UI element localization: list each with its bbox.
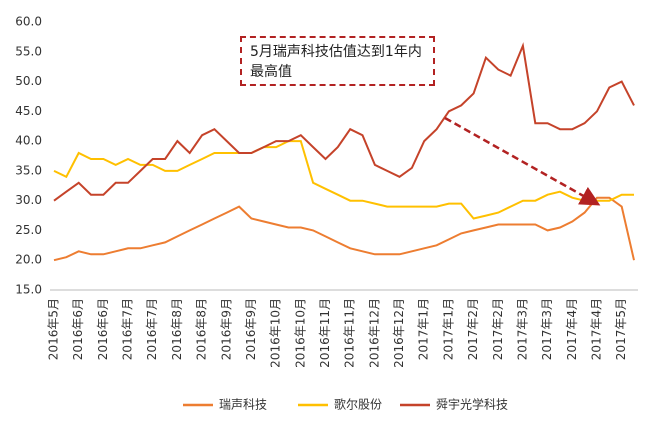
x-tick-label: 2017年5月 <box>614 298 628 360</box>
annotation-arrow <box>444 116 601 206</box>
x-tick-label: 2017年3月 <box>515 298 529 360</box>
y-tick-label: 30.0 <box>15 193 42 207</box>
x-tick-label: 2017年4月 <box>565 298 579 360</box>
x-tick-label: 2016年10月 <box>293 298 307 368</box>
series-line <box>53 42 635 202</box>
x-tick-label: 2017年2月 <box>491 298 505 360</box>
x-tick-label: 2016年8月 <box>170 298 184 360</box>
y-tick-label: 15.0 <box>15 283 42 297</box>
x-tick-label: 2016年9月 <box>244 298 258 360</box>
y-tick-label: 45.0 <box>15 104 42 118</box>
x-tick-label: 2016年8月 <box>195 298 209 360</box>
x-tick-label: 2017年3月 <box>540 298 554 360</box>
x-tick-label: 2016年12月 <box>367 298 381 368</box>
x-tick-label: 2017年2月 <box>466 298 480 360</box>
annotation: 5月瑞声科技估值达到1年内最高值 <box>240 36 435 86</box>
x-tick-label: 2016年10月 <box>269 298 283 368</box>
x-tick-label: 2016年11月 <box>318 298 332 368</box>
x-tick-label: 2016年6月 <box>96 298 110 360</box>
x-tick-label: 2016年11月 <box>343 298 357 368</box>
y-tick-label: 25.0 <box>15 223 42 237</box>
y-tick-label: 55.0 <box>15 44 42 58</box>
x-tick-label: 2016年7月 <box>121 298 135 360</box>
legend-label: 舜宇光学科技 <box>436 397 508 412</box>
legend-label: 歌尔股份 <box>334 397 382 412</box>
y-tick-label: 35.0 <box>15 163 42 177</box>
series-line <box>53 196 635 262</box>
x-tick-label: 2017年1月 <box>417 298 431 360</box>
legend-label: 瑞声科技 <box>219 398 267 412</box>
x-tick-label: 2016年6月 <box>71 298 85 360</box>
y-tick-label: 50.0 <box>15 74 42 88</box>
x-tick-label: 2016年12月 <box>392 298 406 368</box>
y-tick-label: 40.0 <box>15 134 42 148</box>
x-tick-label: 2016年7月 <box>145 298 159 360</box>
x-tick-label: 2017年4月 <box>589 298 603 360</box>
series-line <box>53 140 634 220</box>
x-tick-label: 2016年9月 <box>219 298 233 360</box>
y-tick-label: 20.0 <box>15 253 42 267</box>
x-tick-label: 2016年5月 <box>47 298 61 360</box>
x-tick-label: 2017年1月 <box>441 298 455 360</box>
y-tick-label: 60.0 <box>15 15 42 29</box>
